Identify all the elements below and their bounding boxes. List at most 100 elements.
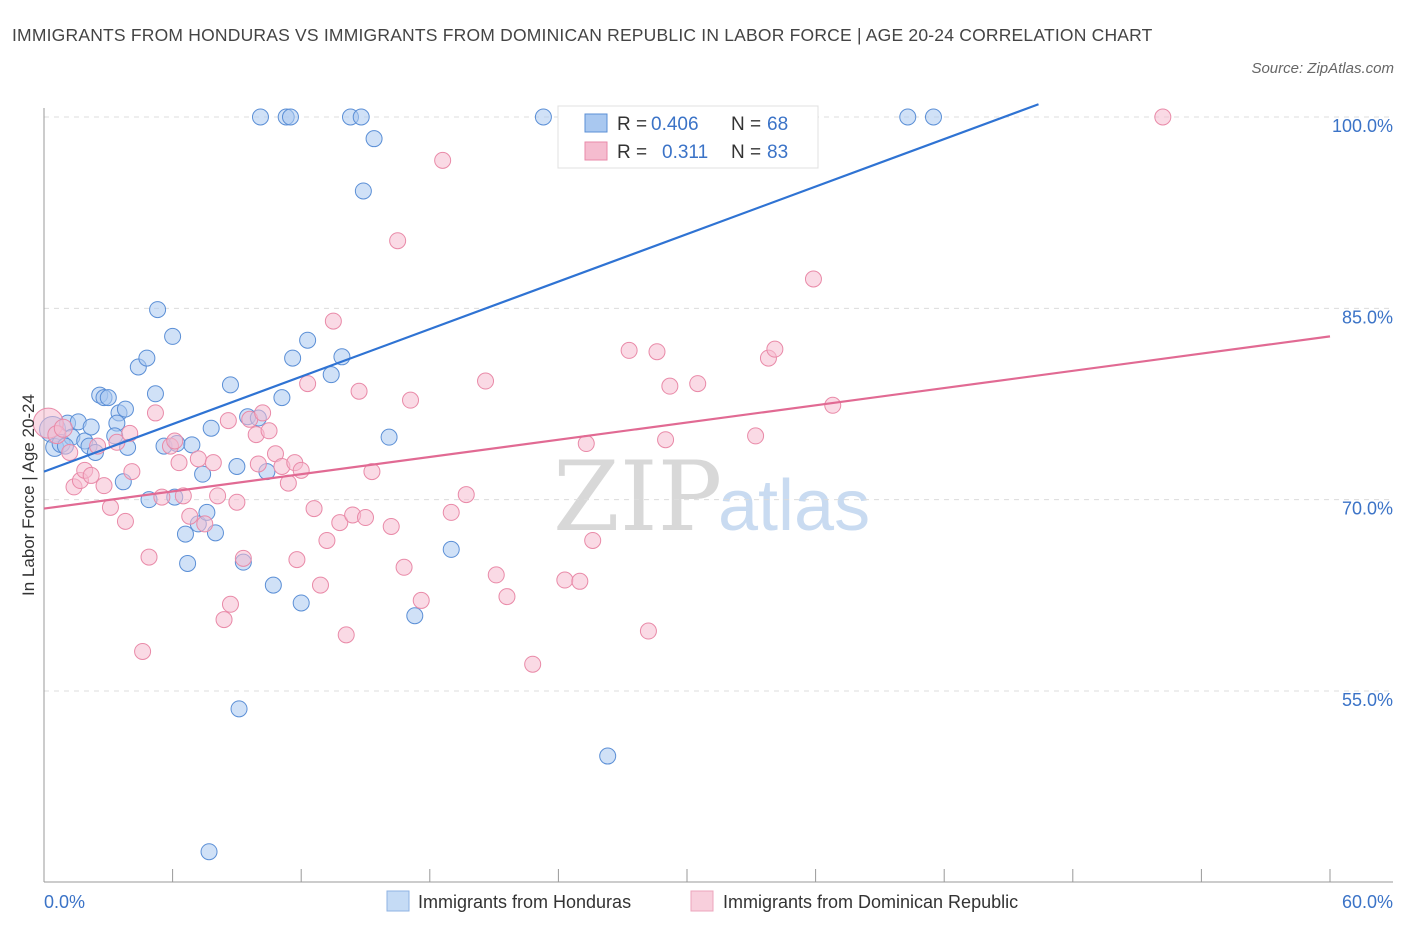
honduras-point: [599, 747, 617, 765]
y-tick-label: 55.0%: [1342, 690, 1393, 710]
honduras-point: [924, 108, 942, 126]
x-ticks: [43, 869, 1331, 882]
honduras-point: [365, 130, 383, 148]
dominican-point: [228, 493, 246, 511]
dominican-point: [311, 576, 329, 594]
chart-source: Source: ZipAtlas.com: [1251, 60, 1394, 77]
dominican-point: [219, 412, 237, 430]
dominican-point: [661, 377, 679, 395]
honduras-point: [99, 389, 117, 407]
honduras-trend-line: [43, 103, 1039, 473]
dominican-point: [318, 531, 336, 549]
honduras-point: [406, 607, 424, 625]
dominican-point: [331, 514, 349, 532]
dominican-point: [61, 443, 79, 461]
dominican-point: [146, 404, 164, 422]
dominican-point: [350, 382, 368, 400]
y-tick-label: 85.0%: [1342, 307, 1393, 327]
dominican-point: [324, 312, 342, 330]
dominican-point: [221, 595, 239, 613]
watermark-zip: ZIP: [553, 441, 722, 553]
dominican-point: [434, 151, 452, 169]
dominican-point: [1154, 108, 1172, 126]
dominican-point: [82, 466, 100, 484]
dominican-point: [442, 503, 460, 521]
dominican-point: [477, 372, 495, 390]
legend-swatch-honduras: [584, 113, 608, 133]
dominican-point: [209, 487, 227, 505]
honduras-point: [299, 331, 317, 349]
dominican-point: [766, 340, 784, 358]
dominican-point: [234, 549, 252, 567]
dominican-point: [412, 591, 430, 609]
dominican-point: [260, 422, 278, 440]
dominican-point: [299, 375, 317, 393]
honduras-point: [138, 349, 156, 367]
honduras-point: [200, 843, 218, 861]
dominican-point: [395, 558, 413, 576]
honduras-point: [352, 108, 370, 126]
dominican-point: [101, 498, 119, 516]
dominican-point: [196, 515, 214, 533]
honduras-point: [380, 428, 398, 446]
legend-n-label-2: N =: [731, 142, 761, 163]
dominican-point: [337, 626, 355, 644]
y-tick-labels: 55.0% 70.0% 85.0% 100.0%: [1332, 116, 1393, 710]
honduras-point: [281, 108, 299, 126]
dominican-point: [174, 487, 192, 505]
dominican-point: [389, 232, 407, 250]
watermark-atlas: atlas: [718, 466, 870, 546]
trend-lines: [43, 103, 1331, 510]
honduras-point: [251, 108, 269, 126]
dominican-point: [357, 509, 374, 527]
legend-n-label-1: N =: [731, 114, 761, 135]
dominican-point: [204, 454, 222, 472]
dominican-point: [498, 588, 516, 606]
dominican-point: [181, 507, 199, 525]
dominican-point: [170, 454, 188, 472]
dominican-point: [189, 450, 207, 468]
x-tick-label-min: 0.0%: [44, 892, 85, 912]
legend-r-label-1: R =: [617, 114, 647, 135]
honduras-point: [183, 436, 201, 454]
dominican-point: [620, 341, 638, 359]
dominican-point: [648, 343, 666, 361]
honduras-point: [221, 376, 239, 394]
honduras-point: [534, 108, 552, 126]
dominican-point: [524, 655, 542, 673]
dominican-point: [689, 375, 707, 393]
honduras-point: [284, 349, 302, 367]
honduras-point: [322, 366, 340, 384]
dominican-point: [166, 432, 184, 450]
honduras-point: [202, 419, 220, 437]
bottom-legend: Immigrants from Honduras Immigrants from…: [386, 890, 1018, 912]
honduras-point: [228, 458, 246, 476]
gridlines: [44, 116, 1393, 692]
dominican-point: [123, 463, 141, 481]
dominican-point: [747, 427, 765, 445]
honduras-point: [176, 525, 194, 543]
dominican-point: [53, 418, 73, 438]
dominican-point: [116, 512, 134, 530]
x-tick-label-max: 60.0%: [1342, 892, 1393, 912]
dominican-point: [402, 391, 420, 409]
dominican-point: [457, 486, 475, 504]
honduras-point: [292, 594, 310, 612]
dominican-point: [577, 435, 595, 453]
legend-r-value-2: 0.311: [662, 142, 708, 163]
dominican-point: [288, 551, 306, 569]
honduras-point: [264, 576, 282, 594]
honduras-point: [442, 540, 460, 558]
honduras-point: [164, 327, 182, 345]
honduras-point: [179, 554, 197, 572]
bottom-legend-dominican: Immigrants from Dominican Republic: [723, 892, 1018, 912]
dominican-point: [639, 622, 657, 640]
legend: R = 0.406 N = 68 R = 0.311 N = 83: [557, 105, 819, 169]
dominican-point: [382, 517, 400, 535]
chart-title: IMMIGRANTS FROM HONDURAS VS IMMIGRANTS F…: [12, 25, 1153, 45]
dominican-point: [571, 572, 589, 590]
honduras-point: [116, 400, 134, 418]
honduras-point: [146, 385, 164, 403]
y-tick-label: 70.0%: [1342, 499, 1393, 519]
